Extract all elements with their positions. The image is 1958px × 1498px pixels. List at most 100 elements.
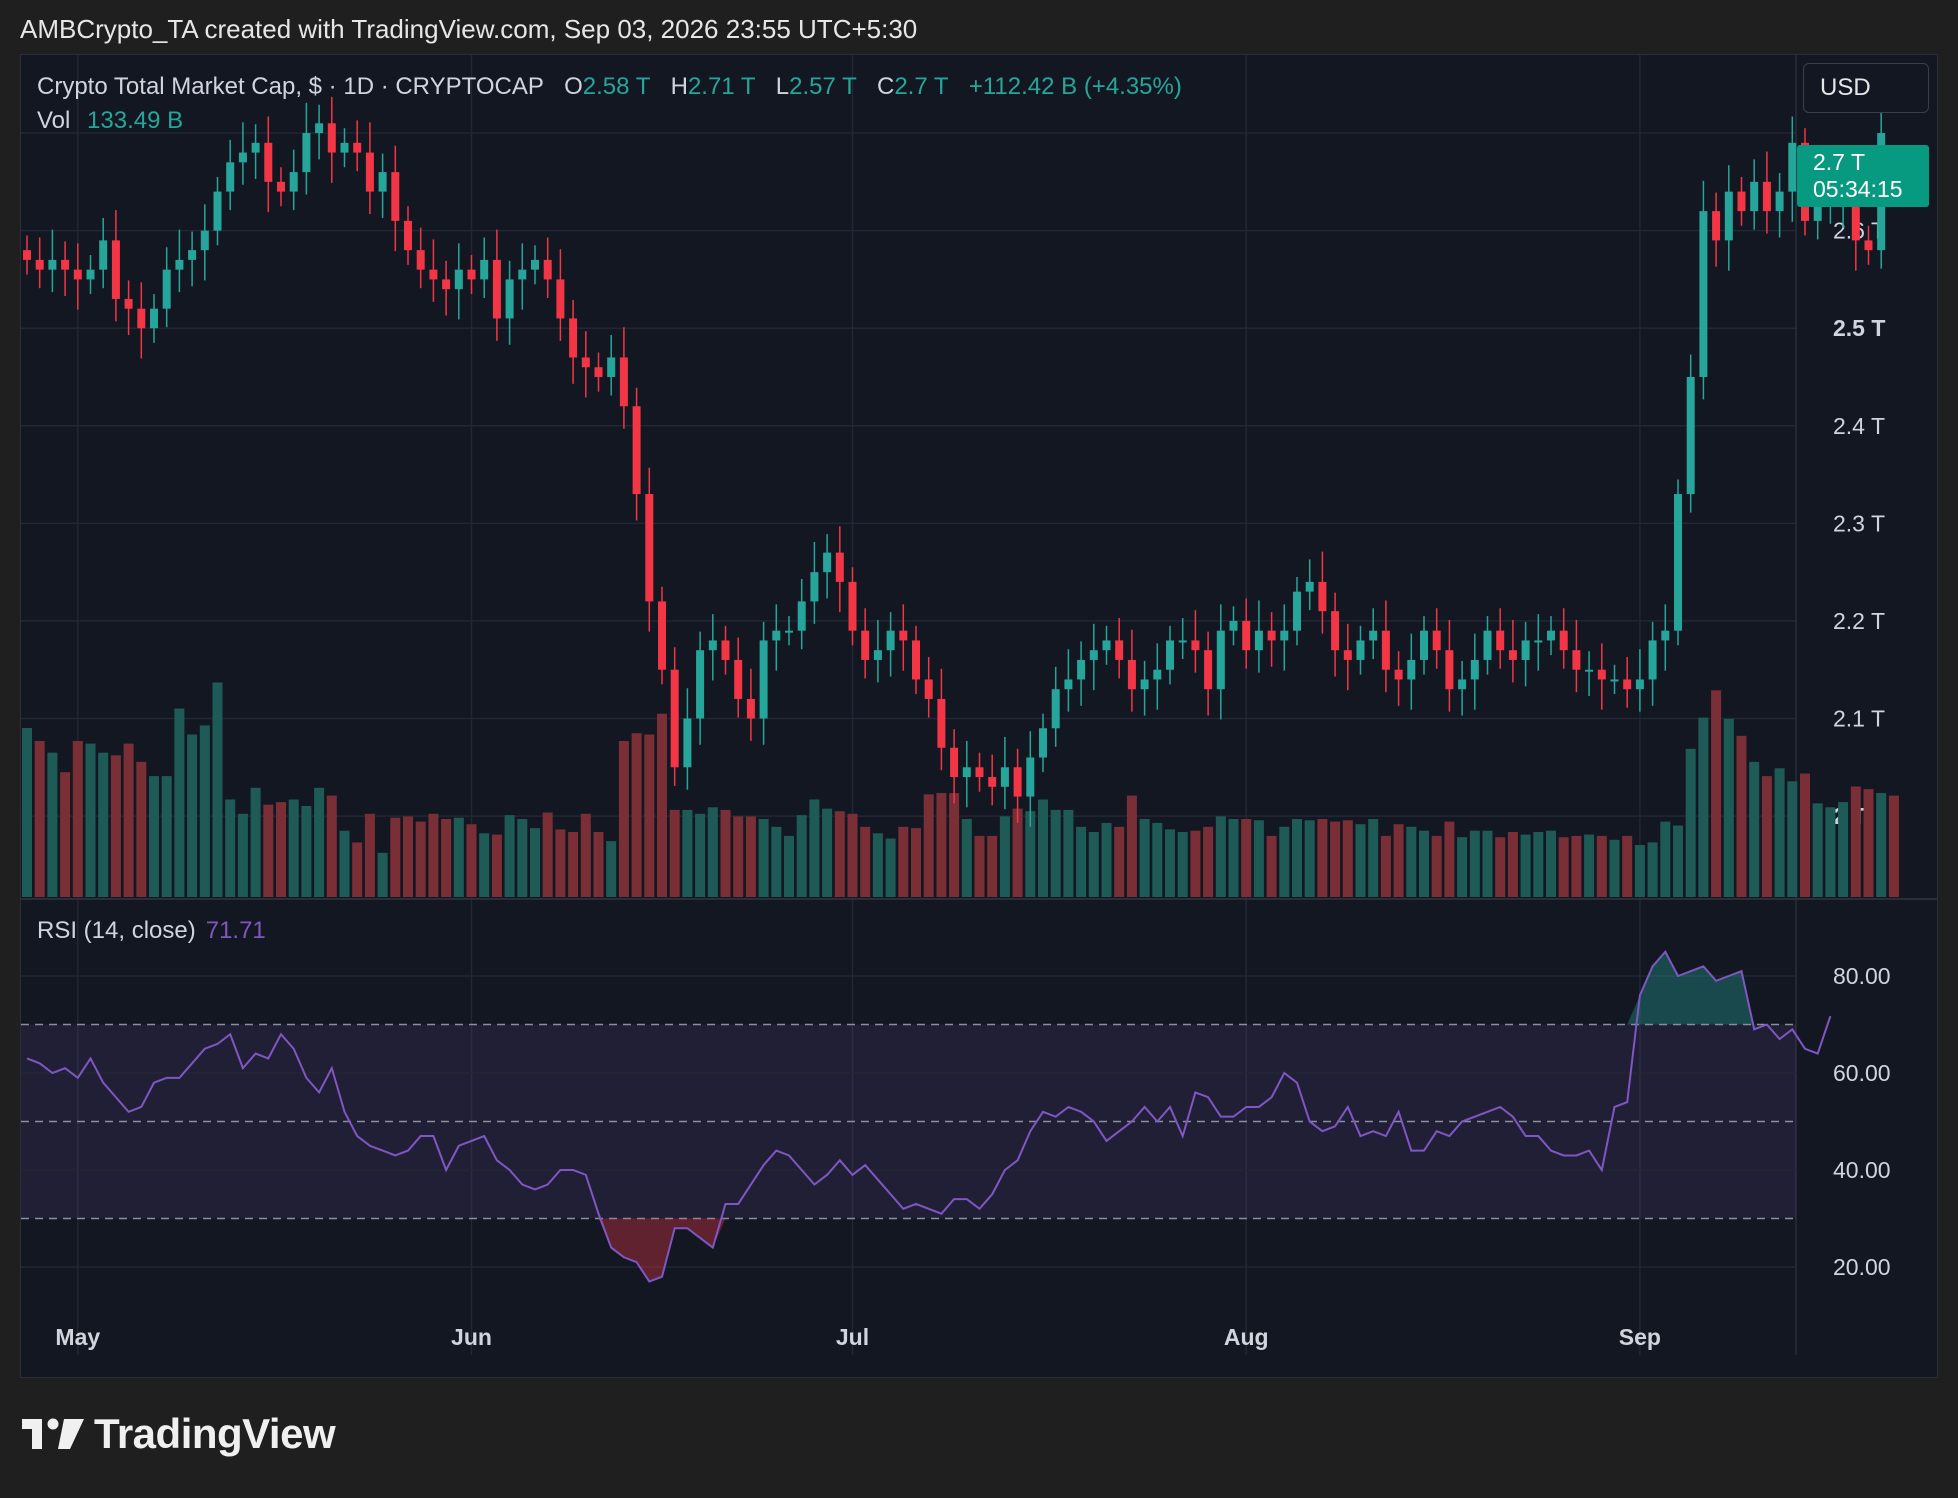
volume-bar <box>555 829 566 897</box>
volume-bar <box>85 743 96 897</box>
candle-body <box>1699 211 1708 377</box>
candle-body <box>975 767 984 778</box>
rsi-overbought-fill <box>1627 951 1755 1025</box>
volume-bar <box>187 734 198 897</box>
candle-body <box>1166 640 1174 670</box>
tradingview-logo-icon <box>22 1418 84 1449</box>
rsi-label[interactable]: RSI (14, close) <box>37 917 196 944</box>
volume-bar <box>1114 826 1125 897</box>
candle-body <box>73 269 82 280</box>
candle-body <box>759 640 768 719</box>
candle-body <box>581 357 590 368</box>
volume-bar <box>1622 835 1633 897</box>
volume-bar <box>999 816 1010 897</box>
volume-bar <box>377 852 388 897</box>
candle-body <box>518 269 527 280</box>
candle-body <box>1331 611 1340 651</box>
candle-body <box>391 172 400 221</box>
rsi-value: 71.71 <box>205 917 266 944</box>
volume-label[interactable]: Vol <box>37 107 71 134</box>
candle-body <box>1674 494 1682 631</box>
volume-bar <box>212 682 223 897</box>
candle-body <box>492 259 501 319</box>
volume-bar <box>1012 808 1023 897</box>
candle-body <box>251 142 260 153</box>
volume-bar <box>530 828 540 897</box>
high-value: 2.71 T <box>687 73 756 100</box>
chart-frame[interactable]: May Jun Jul Aug Sep 2 T 2.1 T 2.2 T 2.3 T 2.4 T 2.… <box>20 54 1938 1378</box>
candle-body <box>1661 630 1670 641</box>
volume-bar <box>542 812 553 897</box>
x-axis-tick-label: Sep <box>1619 1324 1661 1350</box>
candle-body <box>848 581 857 631</box>
volume-bar <box>504 815 515 897</box>
candle-body <box>886 630 895 651</box>
candle-body <box>1026 757 1035 797</box>
candle-body <box>1343 650 1352 660</box>
candle-body <box>873 650 882 660</box>
volume-bar <box>237 813 248 897</box>
volume-bar <box>733 816 744 897</box>
volume-bar <box>479 833 490 897</box>
volume-bar <box>1533 832 1544 897</box>
volume-bar <box>1584 834 1595 897</box>
price-axis-tick-label: 2.5 T <box>1833 315 1885 341</box>
currency-button[interactable]: USD <box>1803 63 1929 113</box>
volume-bar <box>1495 837 1506 897</box>
volume-bar <box>1304 820 1315 897</box>
candle-body <box>1242 620 1251 651</box>
volume-bar <box>1444 821 1455 897</box>
low-value: 2.57 T <box>789 73 857 100</box>
candle-body <box>61 259 70 270</box>
volume-bar <box>174 708 185 897</box>
candle-body <box>1216 630 1225 690</box>
candle-body <box>632 406 641 495</box>
candle-body <box>912 640 920 680</box>
candle-body <box>1432 630 1441 651</box>
volume-bar <box>161 776 172 897</box>
candle-body <box>1013 767 1022 797</box>
candle-body <box>1712 211 1721 241</box>
x-axis-tick-label: Aug <box>1224 1324 1269 1350</box>
candle-body <box>1724 191 1733 241</box>
volume-bar <box>276 802 286 897</box>
candle-body <box>162 269 171 309</box>
candle-body <box>683 718 692 768</box>
volume-bar <box>644 734 655 897</box>
volume-bar <box>1076 826 1087 897</box>
candle-body <box>619 357 628 407</box>
volume-bar <box>72 741 83 897</box>
volume-bar <box>1139 819 1150 897</box>
candle-body <box>721 640 730 660</box>
candle-body <box>746 698 755 719</box>
candle-body <box>569 318 578 358</box>
volume-bar <box>695 813 706 897</box>
chart-canvas[interactable]: May Jun Jul Aug Sep 2 T 2.1 T 2.2 T 2.3 T 2.4 T 2.… <box>21 55 1937 1377</box>
footer-brand[interactable]: TradingView <box>22 1410 336 1458</box>
volume-bar <box>1152 822 1163 897</box>
volume-bar <box>1558 837 1569 897</box>
price-axis-tick-label: 2.1 T <box>1833 705 1885 731</box>
volume-bar <box>1368 819 1379 897</box>
volume-bar <box>1698 717 1709 897</box>
candle-body <box>99 240 108 270</box>
volume-bar <box>618 741 629 897</box>
open-label: O <box>564 73 583 100</box>
candle-body <box>454 269 463 290</box>
candle-body <box>1470 659 1479 680</box>
candle-body <box>365 152 374 192</box>
candle-body <box>1686 376 1695 495</box>
volume-bar <box>1266 835 1277 897</box>
candle-body <box>1623 679 1632 690</box>
candle-body <box>1547 630 1555 641</box>
candle-body <box>1140 679 1149 690</box>
candle-body <box>937 698 946 748</box>
volume-bar <box>593 832 604 897</box>
symbol-title[interactable]: Crypto Total Market Cap, $ · 1D · CRYPTO… <box>37 73 544 100</box>
candle-body <box>1407 659 1416 680</box>
volume-bar <box>771 826 782 897</box>
rsi-line <box>26 949 1832 1283</box>
volume-bar <box>301 806 312 897</box>
volume-bar <box>707 807 718 897</box>
volume-bar <box>1050 809 1061 897</box>
